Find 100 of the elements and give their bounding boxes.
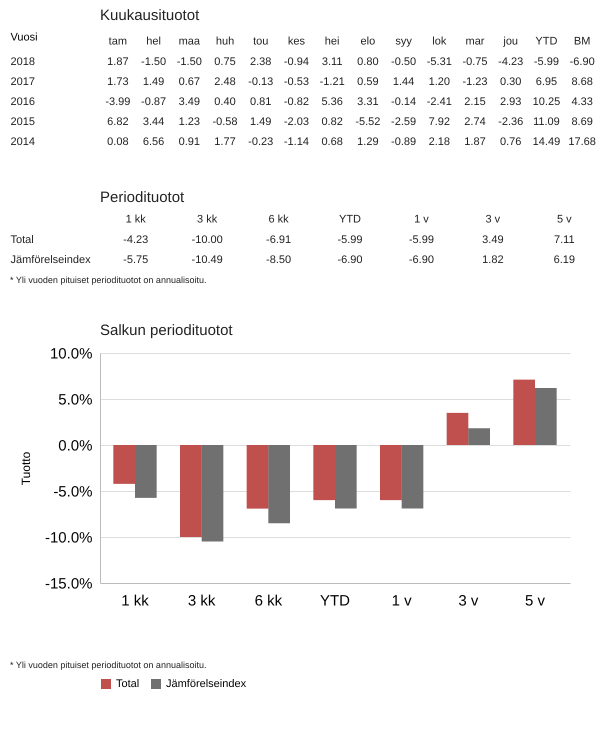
data-label: -1.23 — [462, 76, 488, 88]
data-label: 17.68 — [568, 136, 596, 148]
bar — [380, 445, 402, 500]
data-label: 0.82 — [321, 116, 343, 128]
x-tick-label: tou — [253, 36, 268, 48]
data-label: -4.23 — [123, 234, 148, 246]
y-tick-label: 0.0% — [58, 438, 92, 454]
data-label: 1.49 — [250, 116, 272, 128]
data-label: 10.25 — [532, 96, 560, 108]
data-label: 7.92 — [428, 116, 450, 128]
data-label: 7.11 — [554, 234, 575, 246]
data-label: 1.87 — [464, 136, 486, 148]
data-label: -4.23 — [498, 56, 524, 68]
data-label: 2.38 — [250, 56, 272, 68]
data-label: 1.49 — [142, 76, 164, 88]
x-tick-label: 5 v — [524, 592, 546, 610]
data-label: 0.76 — [500, 136, 522, 148]
data-label: -5.52 — [355, 116, 380, 128]
legend-label: Jämförelseindex — [166, 678, 247, 690]
data-label: -10.49 — [192, 254, 223, 266]
data-label: 11.09 — [533, 116, 560, 128]
data-label: 1.73 — [107, 76, 129, 88]
bar — [535, 388, 557, 445]
y-tick-label: 2018 — [10, 56, 35, 68]
chart-title: Kuukausituotot — [100, 7, 200, 24]
data-label: -0.58 — [212, 116, 238, 128]
y-tick-label: 5.0% — [58, 392, 92, 408]
data-label: 2.74 — [464, 116, 486, 128]
data-label: 0.30 — [500, 76, 522, 88]
data-label: 3.49 — [482, 234, 504, 246]
x-tick-label: maa — [178, 36, 201, 48]
text: * Yli vuoden pituiset periodituotot on annualisoitu. — [10, 660, 206, 670]
data-label: -5.75 — [123, 254, 148, 266]
bar — [135, 445, 157, 498]
data-label: -3.99 — [105, 96, 130, 108]
data-label: -2.36 — [498, 116, 524, 128]
y-axis-title: Vuosi — [10, 32, 38, 44]
data-label: 1.29 — [357, 136, 379, 148]
data-label: 0.68 — [321, 136, 343, 148]
data-label: -5.99 — [337, 234, 363, 246]
data-label: 0.40 — [214, 96, 236, 108]
data-label: 2.48 — [214, 76, 236, 88]
data-label: -1.14 — [284, 136, 309, 148]
data-label: -1.21 — [320, 76, 345, 88]
data-label: -0.89 — [391, 136, 416, 148]
x-tick-label: 1 v — [414, 214, 430, 226]
data-label: -0.87 — [141, 96, 166, 108]
data-label: 2.18 — [428, 136, 450, 148]
data-label: -10.00 — [192, 234, 223, 246]
y-tick-label: Total — [10, 234, 34, 246]
data-label: 5.36 — [321, 96, 343, 108]
chart-title: Salkun periodituotot — [100, 322, 234, 339]
data-label: -8.50 — [266, 254, 292, 266]
bar — [513, 380, 535, 445]
bar — [468, 428, 490, 445]
data-label: 0.80 — [357, 56, 379, 68]
data-label: -5.99 — [534, 56, 559, 68]
x-tick-label: elo — [360, 36, 376, 48]
data-label: -0.50 — [391, 56, 416, 68]
data-label: -1.50 — [141, 56, 166, 68]
x-tick-label: kes — [288, 36, 306, 48]
data-label: 6.56 — [142, 136, 164, 148]
data-label: -2.03 — [284, 116, 309, 128]
x-tick-label: 6 kk — [268, 214, 290, 226]
x-tick-label: jou — [502, 36, 518, 48]
x-tick-label: 1 kk — [121, 592, 150, 610]
data-label: 4.33 — [571, 96, 593, 108]
y-tick-label: -10.0% — [44, 530, 92, 546]
x-tick-label: mar — [466, 36, 485, 48]
x-tick-label: 3 kk — [188, 592, 216, 610]
bar — [180, 445, 202, 537]
y-tick-label: 2014 — [10, 136, 35, 148]
y-tick-label: Jämförelseindex — [10, 254, 92, 266]
y-axis-title: Tuotto — [18, 451, 33, 486]
y-tick-label: 2015 — [10, 116, 35, 128]
data-label: -6.90 — [337, 254, 363, 266]
x-tick-label: 1 v — [392, 592, 412, 610]
data-label: 0.91 — [178, 136, 200, 148]
data-label: -2.59 — [391, 116, 416, 128]
data-label: -0.75 — [462, 56, 488, 68]
data-label: 1.87 — [107, 56, 129, 68]
data-label: 14.49 — [532, 136, 560, 148]
data-label: -6.90 — [408, 254, 434, 266]
x-tick-label: 6 kk — [254, 592, 283, 610]
x-tick-label: 3 kk — [197, 214, 218, 226]
data-label: 1.44 — [392, 76, 414, 88]
data-label: -0.94 — [284, 56, 309, 68]
bar — [246, 445, 268, 509]
data-label: 0.81 — [250, 96, 272, 108]
y-tick-label: 10.0% — [50, 346, 92, 362]
data-label: 3.49 — [178, 96, 200, 108]
data-label: 1.20 — [428, 76, 450, 88]
bar — [313, 445, 335, 500]
x-tick-label: huh — [216, 36, 234, 48]
data-label: 6.19 — [554, 254, 575, 266]
data-label: 0.67 — [178, 76, 200, 88]
data-label: 1.23 — [178, 116, 200, 128]
data-label: 3.31 — [357, 96, 379, 108]
bar — [402, 445, 424, 508]
y-tick-label: 2017 — [10, 76, 35, 88]
